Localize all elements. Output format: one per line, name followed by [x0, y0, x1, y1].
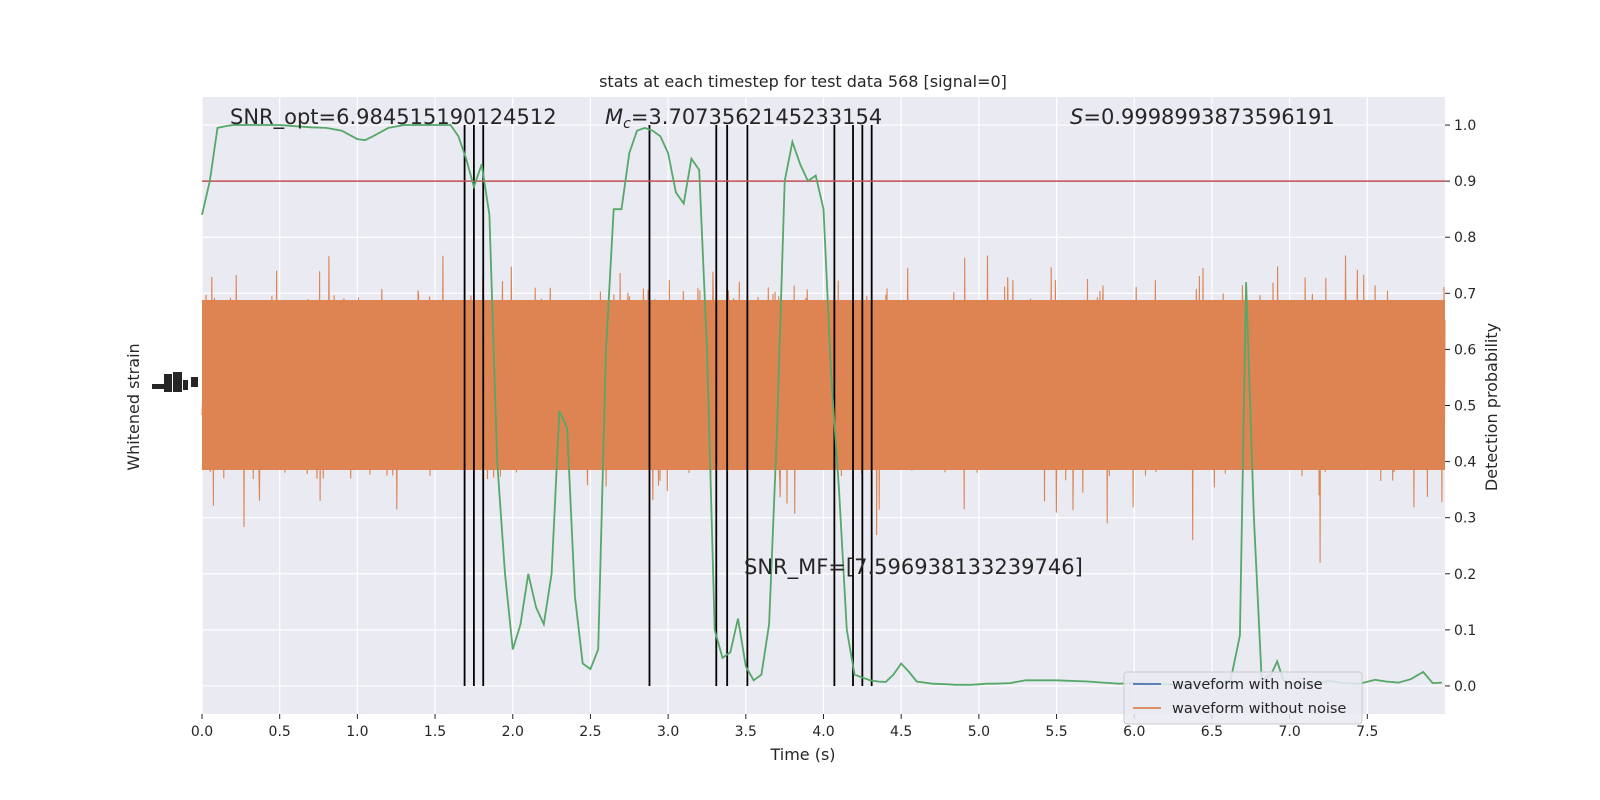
x-tick-label: 7.0 [1278, 724, 1300, 740]
x-tick-label: 4.5 [890, 724, 912, 740]
legend-frame [1123, 671, 1363, 725]
chart-title: stats at each timestep for test data 568… [599, 72, 1007, 91]
legend: waveform with noise waveform without noi… [1123, 671, 1363, 725]
x-tick-label: 7.5 [1356, 724, 1378, 740]
waveform-dense-band [202, 300, 1445, 470]
x-tick-label: 6.0 [1123, 724, 1145, 740]
x-axis-label: Time (s) [769, 745, 835, 764]
x-tick-label: 3.5 [735, 724, 757, 740]
x-tick-label: 2.5 [579, 724, 601, 740]
legend-label-without-noise: waveform without noise [1172, 701, 1346, 717]
x-tick-label: 6.5 [1201, 724, 1223, 740]
right-y-axis-label: Detection probability [1482, 323, 1501, 491]
y-right-tick-label: 0.3 [1454, 511, 1476, 527]
snr-mf-annotation: SNR_MF=[7.596938133239746] [744, 555, 1083, 580]
x-tick-label: 4.0 [812, 724, 834, 740]
x-tick-label: 5.5 [1045, 724, 1067, 740]
x-tick-label: 5.0 [968, 724, 990, 740]
x-tick-label: 0.0 [191, 724, 213, 740]
x-tick-label: 2.0 [502, 724, 524, 740]
x-tick-label: 1.5 [424, 724, 446, 740]
legend-label-with-noise: waveform with noise [1172, 677, 1323, 693]
s-annotation: S=0.9998993873596191 [1070, 105, 1335, 129]
y-right-tick-label: 0.5 [1454, 399, 1476, 415]
left-axis-overlapping-ticks [152, 372, 198, 392]
y-right-tick-label: 0.1 [1454, 623, 1476, 639]
y-right-tick-label: 0.9 [1454, 174, 1476, 190]
y-right-tick-label: 0.7 [1454, 286, 1476, 302]
chirp-mass-annotation: Mc=3.7073562145233154 [605, 105, 882, 132]
x-tick-label: 1.0 [346, 724, 368, 740]
x-tick-label: 3.0 [657, 724, 679, 740]
waveform-without-noise-series [201, 255, 1446, 563]
y-right-tick-label: 0.2 [1454, 567, 1476, 583]
x-tick-label: 0.5 [269, 724, 291, 740]
y-right-tick-label: 0.8 [1454, 230, 1476, 246]
y-right-tick-label: 1.0 [1454, 118, 1476, 134]
y-right-tick-label: 0.6 [1454, 342, 1476, 358]
y-right-tick-label: 0.4 [1454, 455, 1476, 471]
y-right-tick-label: 0.0 [1454, 679, 1476, 695]
snr-opt-annotation: SNR_opt=6.984515190124512 [230, 105, 557, 130]
left-y-axis-label: Whitened strain [124, 343, 143, 470]
